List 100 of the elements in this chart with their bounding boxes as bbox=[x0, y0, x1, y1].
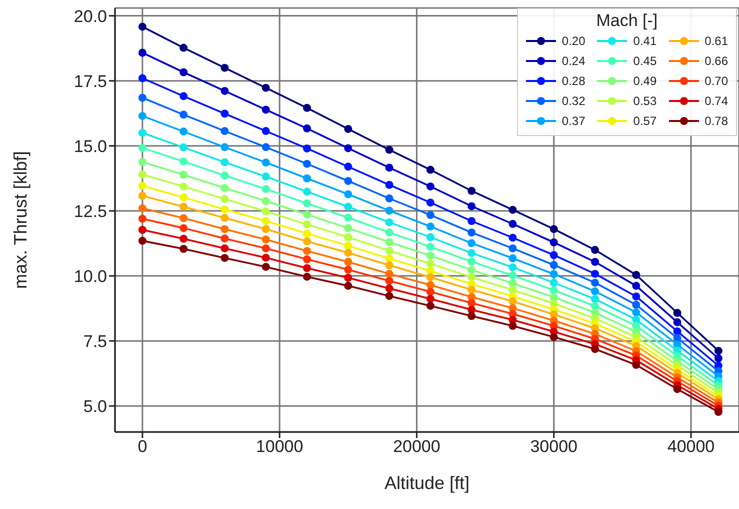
point bbox=[138, 22, 146, 31]
point bbox=[303, 230, 311, 238]
point bbox=[220, 127, 229, 136]
point bbox=[262, 244, 270, 252]
point bbox=[303, 210, 311, 219]
legend-label: 0.28 bbox=[562, 74, 586, 88]
point bbox=[385, 146, 394, 154]
point bbox=[138, 74, 146, 82]
point bbox=[385, 228, 394, 236]
point bbox=[138, 158, 146, 166]
point bbox=[632, 270, 640, 279]
point bbox=[180, 68, 188, 76]
point bbox=[220, 110, 229, 118]
point bbox=[468, 258, 476, 266]
point bbox=[550, 251, 558, 260]
point bbox=[591, 287, 599, 296]
x-tick-label: 20000 bbox=[393, 437, 440, 456]
point bbox=[344, 282, 352, 290]
point bbox=[508, 234, 517, 242]
point bbox=[262, 207, 270, 216]
point bbox=[468, 186, 476, 195]
point bbox=[550, 286, 558, 294]
point bbox=[385, 218, 394, 226]
point bbox=[303, 144, 311, 152]
point bbox=[138, 48, 146, 57]
point bbox=[344, 224, 352, 232]
point bbox=[180, 157, 188, 166]
legend-label: 0.53 bbox=[633, 94, 657, 108]
point bbox=[138, 192, 146, 200]
legend-label: 0.78 bbox=[704, 114, 728, 128]
point bbox=[632, 292, 640, 300]
point bbox=[426, 242, 434, 251]
point bbox=[508, 254, 517, 262]
point bbox=[262, 158, 270, 167]
legend-label: 0.32 bbox=[562, 94, 586, 108]
point bbox=[220, 234, 229, 242]
y-tick-label: 15.0 bbox=[74, 136, 107, 156]
point bbox=[632, 282, 640, 290]
x-tick-label: 40000 bbox=[667, 437, 715, 456]
point bbox=[385, 261, 394, 270]
point bbox=[426, 233, 434, 242]
point bbox=[591, 302, 599, 310]
point bbox=[262, 84, 270, 92]
point bbox=[220, 214, 229, 222]
legend-label: 0.37 bbox=[562, 114, 586, 128]
point bbox=[426, 273, 434, 282]
point bbox=[220, 172, 229, 180]
point bbox=[220, 244, 229, 252]
point bbox=[550, 261, 558, 269]
point bbox=[385, 276, 394, 285]
point bbox=[303, 255, 311, 264]
point bbox=[180, 182, 188, 190]
point bbox=[426, 211, 434, 220]
point bbox=[344, 144, 352, 152]
point bbox=[344, 258, 352, 266]
point bbox=[262, 106, 270, 114]
point bbox=[385, 206, 394, 215]
point bbox=[673, 318, 682, 326]
point bbox=[468, 266, 476, 274]
point bbox=[385, 194, 394, 202]
point bbox=[468, 273, 476, 282]
point bbox=[508, 244, 517, 252]
point bbox=[591, 345, 599, 354]
legend-label: 0.70 bbox=[704, 74, 728, 88]
point bbox=[303, 174, 311, 182]
x-tick-label: 10000 bbox=[256, 437, 304, 456]
point bbox=[714, 354, 722, 362]
point bbox=[220, 184, 229, 192]
point bbox=[468, 202, 476, 210]
point bbox=[303, 124, 311, 132]
point bbox=[138, 204, 146, 212]
point bbox=[262, 254, 270, 262]
point bbox=[426, 281, 434, 290]
point bbox=[180, 170, 188, 179]
point bbox=[344, 214, 352, 222]
point bbox=[508, 271, 517, 280]
point bbox=[468, 228, 476, 236]
point bbox=[138, 236, 146, 245]
point bbox=[550, 333, 558, 342]
point bbox=[426, 260, 434, 268]
point bbox=[468, 298, 476, 307]
point bbox=[303, 220, 311, 228]
point bbox=[344, 202, 352, 211]
point bbox=[138, 226, 146, 234]
point bbox=[303, 264, 311, 272]
point bbox=[262, 225, 270, 234]
legend-label: 0.57 bbox=[633, 114, 657, 128]
point bbox=[180, 202, 188, 211]
point bbox=[385, 270, 394, 278]
point bbox=[344, 162, 352, 171]
point bbox=[220, 205, 229, 214]
point bbox=[303, 188, 311, 196]
point bbox=[385, 254, 394, 262]
y-axis-title: max. Thrust [klbf] bbox=[10, 151, 30, 289]
point bbox=[385, 180, 394, 189]
point bbox=[303, 246, 311, 255]
point bbox=[180, 244, 188, 253]
y-tick-label: 20.0 bbox=[74, 6, 107, 26]
point bbox=[508, 322, 517, 330]
point bbox=[344, 266, 352, 274]
